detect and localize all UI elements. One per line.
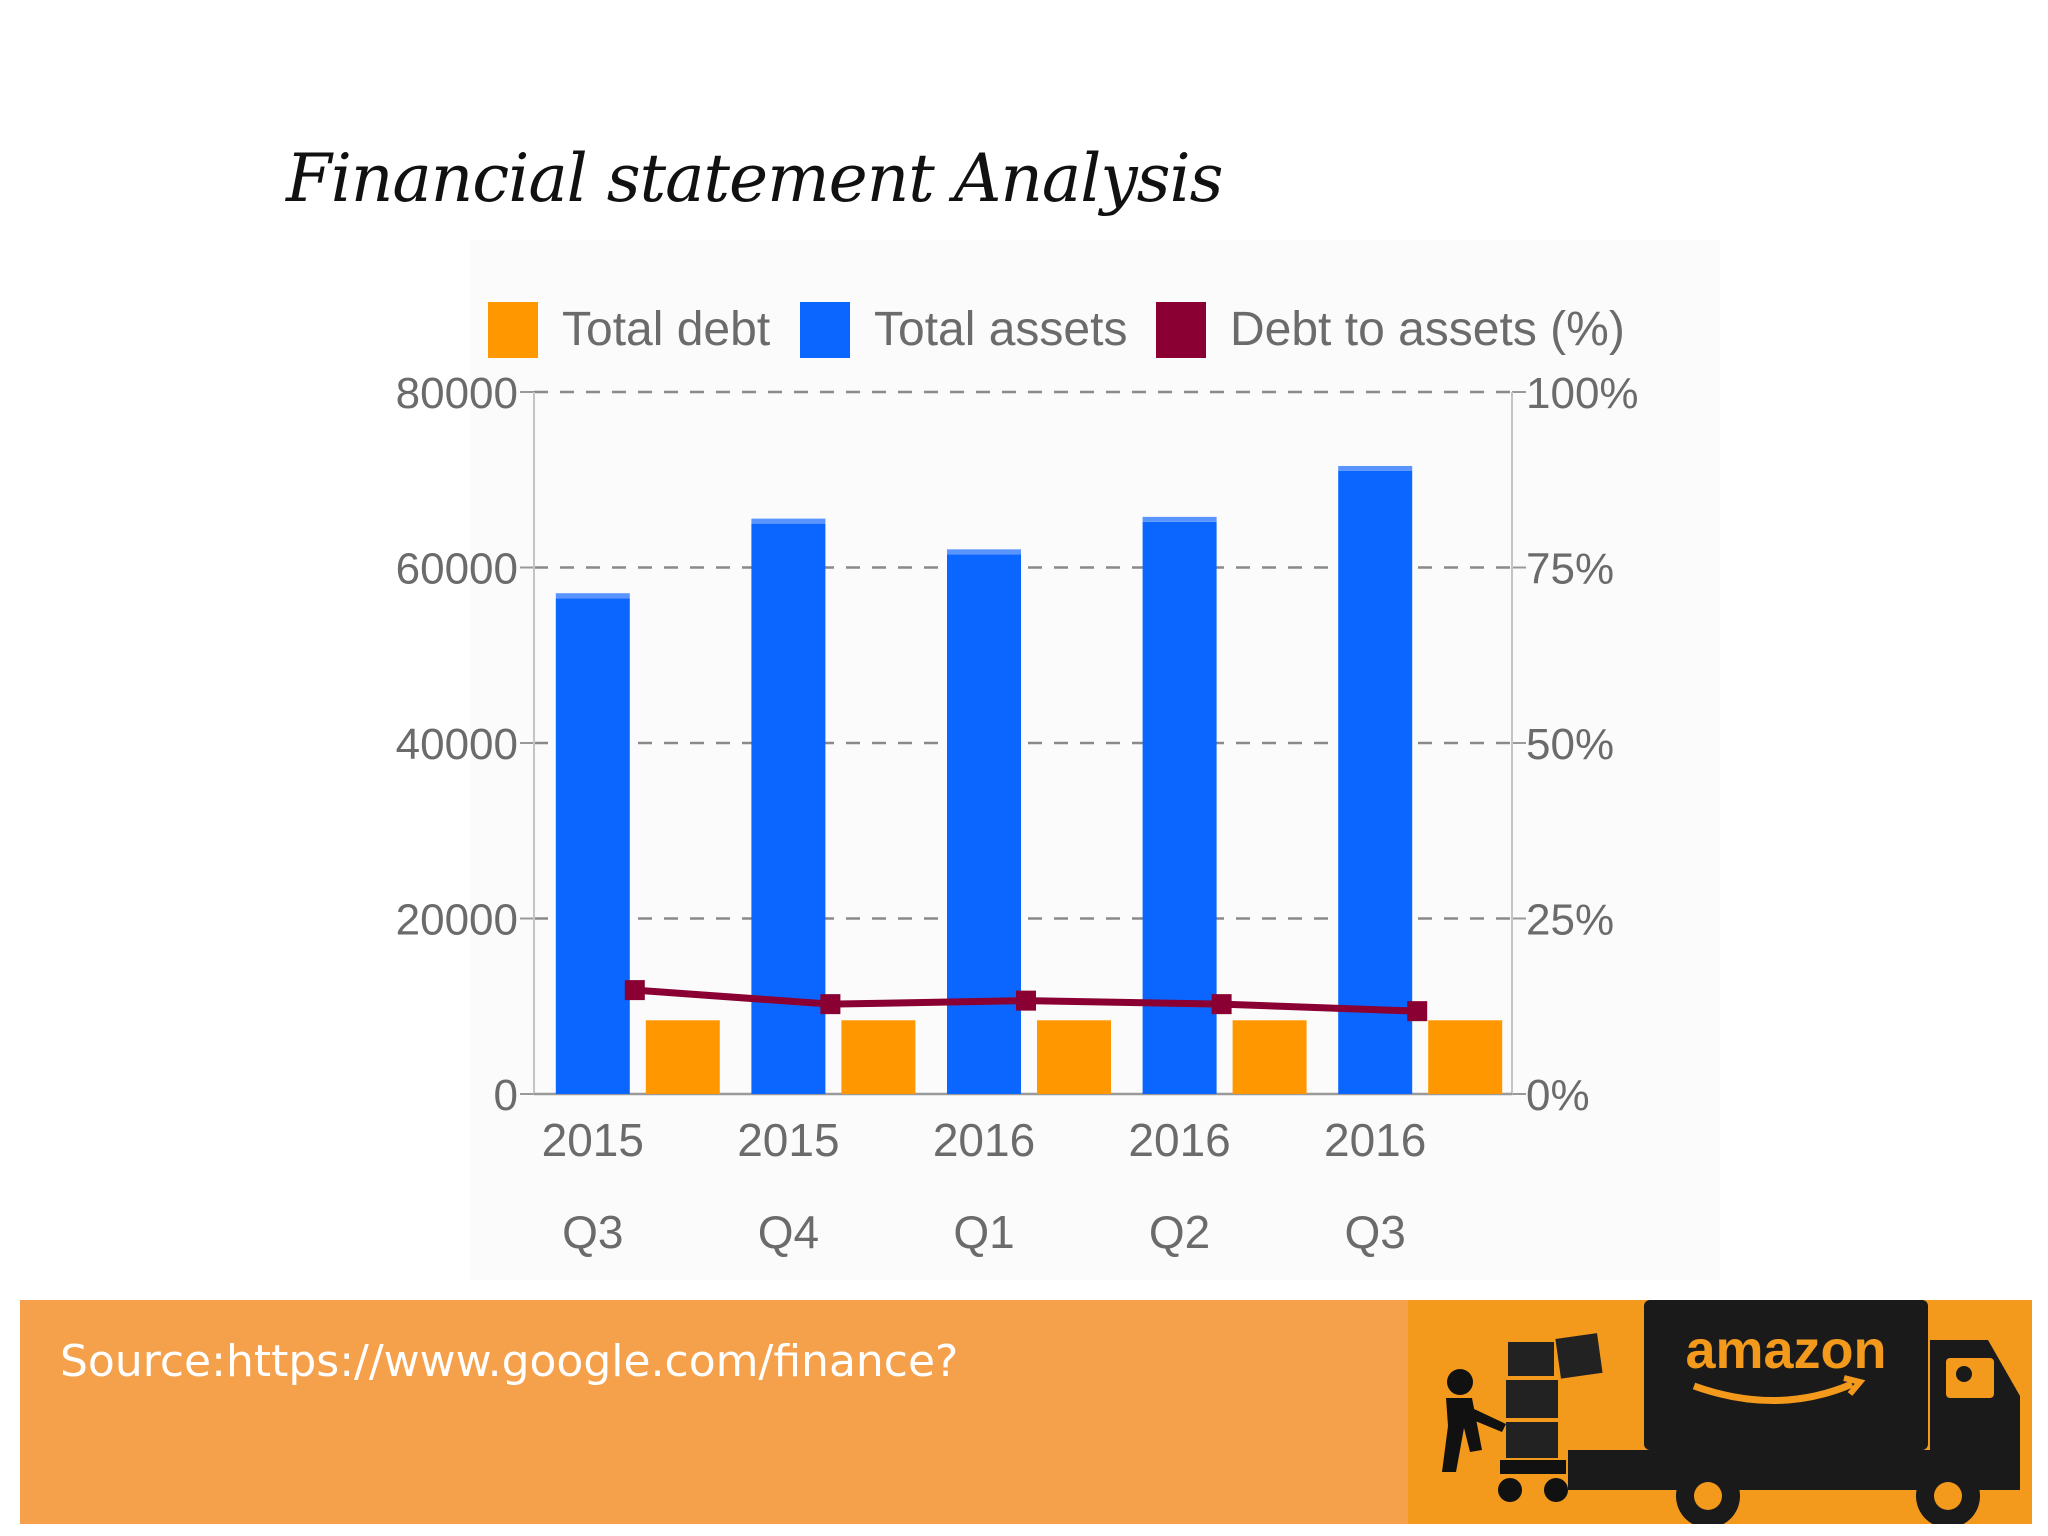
point-debt-to-assets xyxy=(1407,1001,1428,1022)
y-tick-label: 40000 xyxy=(396,720,518,769)
amazon-logo-text: amazon xyxy=(1685,1320,1886,1380)
point-debt-to-assets xyxy=(1211,994,1232,1015)
x-tick-label-quarter: Q1 xyxy=(953,1206,1014,1258)
amazon-delivery-truck-icon: amazon xyxy=(1442,1300,2020,1528)
bar-total-debt xyxy=(645,1020,720,1094)
x-tick-label-year: 2016 xyxy=(933,1114,1035,1166)
y-tick-label: 80000 xyxy=(396,369,518,418)
bar-total-debt xyxy=(841,1020,916,1094)
point-debt-to-assets xyxy=(820,994,841,1015)
x-tick-label-year: 2016 xyxy=(1128,1114,1230,1166)
point-debt-to-assets xyxy=(1016,990,1036,1011)
x-tick-label-year: 2015 xyxy=(542,1114,644,1166)
legend-swatch xyxy=(800,302,850,358)
legend-swatch xyxy=(1156,302,1206,358)
x-tick-label-quarter: Q3 xyxy=(562,1206,623,1258)
x-tick-label-quarter: Q2 xyxy=(1149,1206,1210,1258)
y2-tick-label: 25% xyxy=(1526,896,1614,945)
bar-total-assets xyxy=(1142,521,1217,1094)
y2-tick-label: 100% xyxy=(1526,369,1639,418)
bar-total-debt xyxy=(1232,1020,1307,1094)
x-tick-label-year: 2016 xyxy=(1324,1114,1426,1166)
y2-tick-label: 50% xyxy=(1526,720,1614,769)
point-debt-to-assets xyxy=(624,980,645,1001)
bar-total-assets xyxy=(947,554,1021,1094)
y-tick-label: 60000 xyxy=(396,545,518,594)
bar-total-assets xyxy=(1338,470,1413,1095)
source-citation: Source:https://www.google.com/finance? xyxy=(60,1336,959,1387)
amazon-logo: amazon xyxy=(1408,1300,2032,1528)
legend-label: Total assets xyxy=(874,303,1127,356)
bar-total-assets-cap xyxy=(947,549,1021,555)
y2-tick-label: 75% xyxy=(1526,545,1614,594)
y-tick-label: 0 xyxy=(494,1071,518,1120)
legend-label: Debt to assets (%) xyxy=(1230,303,1625,356)
bar-total-assets xyxy=(555,598,630,1094)
bar-total-assets-cap xyxy=(751,518,826,524)
legend-swatch xyxy=(488,302,538,358)
legend-label: Total debt xyxy=(562,303,770,356)
bar-total-assets-cap xyxy=(1338,465,1413,471)
footer-band: Source:https://www.google.com/finance? xyxy=(20,1300,2032,1528)
bar-total-debt xyxy=(1037,1020,1111,1094)
bar-total-assets xyxy=(751,523,826,1094)
x-tick-label-year: 2015 xyxy=(737,1114,839,1166)
slide-title: Financial statement Analysis xyxy=(286,140,1224,217)
x-tick-label-quarter: Q4 xyxy=(758,1206,819,1258)
bar-total-assets-cap xyxy=(1142,516,1217,522)
y-tick-label: 20000 xyxy=(396,896,518,945)
bar-total-assets-cap xyxy=(555,593,630,599)
bar-total-debt xyxy=(1428,1020,1503,1094)
y2-tick-label: 0% xyxy=(1526,1071,1590,1120)
x-tick-label-quarter: Q3 xyxy=(1345,1206,1406,1258)
